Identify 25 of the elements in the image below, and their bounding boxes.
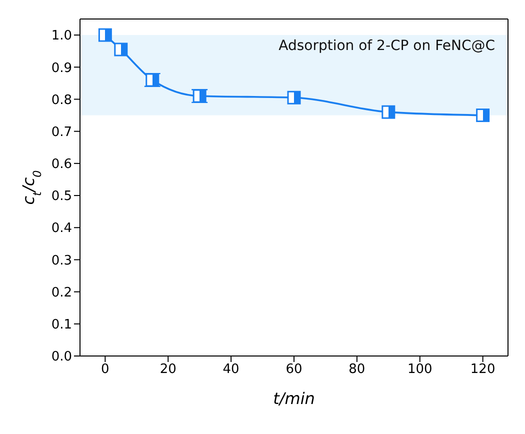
y-tick-label: 0.5 <box>51 189 72 204</box>
y-tick-label: 0.2 <box>51 285 72 300</box>
point <box>114 42 128 56</box>
y-tick-label: 1.0 <box>51 28 72 44</box>
point <box>382 105 396 119</box>
x-axis-title: t/min <box>273 389 315 408</box>
y-tick-label: 0.1 <box>51 318 72 333</box>
y-tick-label: 0.0 <box>51 350 72 365</box>
y-tick-label: 0.4 <box>51 221 72 236</box>
x-tick-label: 60 <box>286 362 302 378</box>
point <box>476 108 490 122</box>
annotation: Adsorption of 2-CP on FeNC@C <box>278 38 495 54</box>
x-tick-label: 20 <box>160 362 176 378</box>
y-tick-label: 0.9 <box>51 60 72 76</box>
x-tick-label: 120 <box>470 362 496 378</box>
y-tick-label: 0.8 <box>51 92 72 108</box>
point <box>98 28 112 42</box>
y-tick-label: 0.7 <box>51 124 72 140</box>
y-tick-label: 0.3 <box>51 253 72 268</box>
x-tick-label: 80 <box>348 362 366 378</box>
point <box>287 90 301 104</box>
x-tick-label: 100 <box>407 362 432 378</box>
x-tick-label: 0 <box>101 362 110 378</box>
y-tick-label: 0.6 <box>51 157 72 172</box>
x-tick-label: 40 <box>222 362 240 378</box>
